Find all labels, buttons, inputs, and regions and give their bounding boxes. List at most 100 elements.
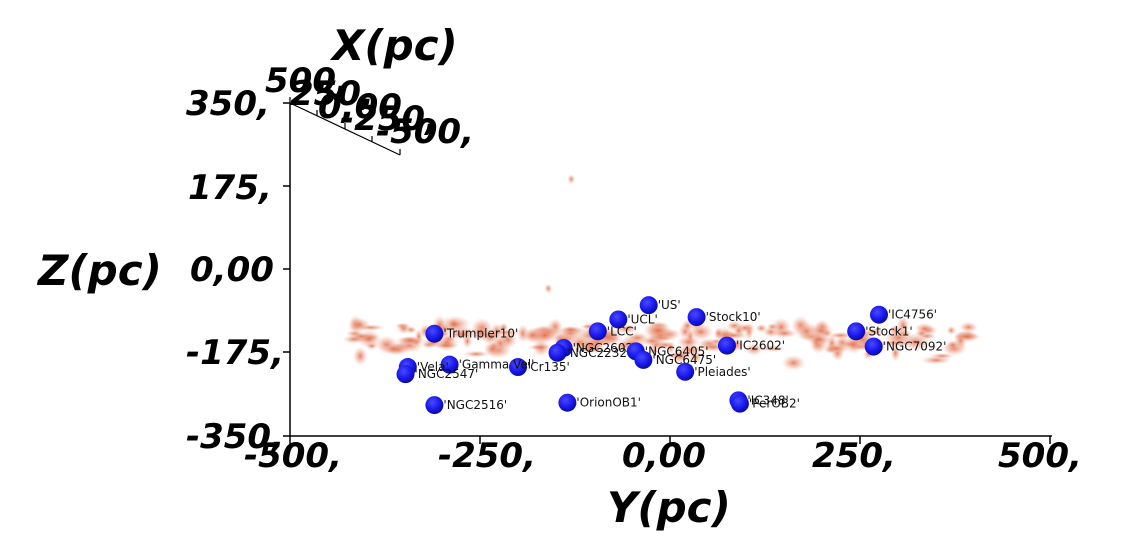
dust-blob (562, 326, 579, 334)
z-tick-label: 175, (188, 168, 272, 208)
cluster-marker (847, 322, 866, 341)
x-depth-axis-ticks (289, 97, 401, 155)
cluster-points: 'US''UCL' 'Stock10' 'IC4756' 'Trumpler10' 'L… (396, 296, 947, 415)
cluster-marker (425, 396, 444, 415)
cluster-marker (425, 324, 444, 343)
dust-blob (744, 342, 764, 356)
cluster-marker (639, 296, 658, 315)
z-axis-title: Z(pc) (36, 246, 162, 295)
cluster-marker (634, 350, 653, 369)
cluster-label: 'IC2602' (736, 339, 785, 353)
cluster-label: 'Stock10' (706, 310, 761, 324)
dust-blob (381, 342, 406, 355)
dust-blob (959, 321, 978, 333)
cluster-label: 'LCC' (607, 324, 637, 338)
dust-blob (527, 344, 553, 351)
dust-blob (688, 351, 703, 364)
cluster-label: 'PerOB2' (749, 397, 800, 411)
dust-blob (822, 342, 851, 355)
y-tick-label: 500, (998, 436, 1082, 476)
cluster-marker (870, 305, 888, 324)
cluster-label: 'Pleiades' (694, 365, 751, 379)
cluster-label: 'Vela' (417, 360, 449, 374)
dust-blob (771, 328, 798, 339)
dust-blob (807, 322, 835, 340)
dust-blob (569, 334, 591, 352)
z-tick-label: 350, (186, 84, 270, 124)
dust-blob (483, 341, 502, 357)
cluster-label: 'NGC2232' (567, 346, 631, 360)
dust-blob (951, 332, 982, 341)
x-depth-tick-label: 250, (290, 74, 374, 114)
cluster-marker (588, 322, 607, 341)
dust-blob (498, 330, 518, 350)
dust-blob (342, 334, 366, 344)
dust-blob (352, 346, 368, 366)
cluster-label: 'Gamma Vel' (459, 358, 535, 372)
dust-blob (666, 341, 675, 354)
dust-blob (669, 352, 690, 359)
dust-blob (433, 342, 459, 349)
cluster-marker (676, 362, 695, 381)
dust-blob (480, 331, 503, 340)
z-axis-ticks (283, 102, 290, 437)
cluster-marker (396, 365, 415, 384)
cluster-marker (558, 393, 577, 412)
cluster-label: 'IC4756' (888, 308, 937, 322)
z-tick-label: -350, (186, 417, 284, 457)
x-depth-tick-label: -250, (340, 99, 438, 139)
dust-blob (914, 329, 929, 338)
x-depth-tick-label: 500, (265, 61, 349, 101)
cluster-label: 'NGC6475' (652, 353, 716, 367)
cluster-marker (548, 343, 567, 362)
y-axis-title: Y(pc) (607, 483, 731, 532)
dust-blob (649, 347, 660, 355)
dust-blob (365, 342, 378, 350)
dust-blob (521, 327, 545, 344)
y-axis-ticks (289, 436, 1051, 444)
dust-blob (405, 325, 417, 334)
y-tick-label: -250, (438, 436, 536, 476)
cluster-label: 'NGC7092' (883, 340, 947, 354)
dust-blob (544, 283, 553, 294)
cluster-label: 'NGC6405' (645, 344, 709, 358)
y-tick-label: -500, (244, 436, 342, 476)
dust-blob (890, 344, 901, 362)
cluster-label: 'NGC2547' (415, 367, 479, 381)
cluster-marker (609, 310, 628, 329)
x-depth-axis-title: X(pc) (329, 21, 458, 70)
dust-blob (463, 350, 490, 358)
cluster-label: 'Cr135' (527, 360, 570, 374)
z-tick-label: 0,00 (190, 250, 274, 290)
dust-blob (713, 327, 724, 340)
cluster-label: 'NGC2516' (443, 398, 507, 412)
y-tick-label: 250, (812, 436, 896, 476)
x-depth-tick-label: 0,00 (318, 87, 402, 127)
cluster-label: 'OrionOB1' (576, 396, 641, 410)
cluster-label: 'US' (658, 298, 681, 312)
dust-blob (645, 323, 671, 338)
z-tick-label: -175, (186, 333, 284, 373)
dust-blob (462, 333, 473, 349)
dust-blob (732, 324, 745, 338)
x-depth-tick-label: -500, (376, 112, 474, 152)
cluster-marker (730, 394, 749, 413)
cluster-marker (718, 336, 736, 355)
dust-blob (676, 335, 701, 349)
dust-blob (896, 315, 910, 336)
dust-blob (348, 317, 371, 333)
cluster-label: 'NGC2602' (573, 341, 637, 355)
dust-blob (781, 354, 806, 371)
dust-blob (929, 352, 955, 360)
dust-blob (394, 336, 427, 346)
cluster-label: 'Trumpler10' (443, 327, 518, 341)
cluster-marker (687, 308, 706, 327)
cluster-label: 'Stock1' (865, 324, 912, 338)
cluster-marker (440, 355, 459, 374)
dust-blob (946, 325, 957, 335)
cluster-label: 'IC348' (747, 393, 788, 407)
dust-blob (567, 174, 576, 185)
y-tick-label: 0,00 (622, 436, 706, 476)
dust-blob (759, 345, 786, 352)
